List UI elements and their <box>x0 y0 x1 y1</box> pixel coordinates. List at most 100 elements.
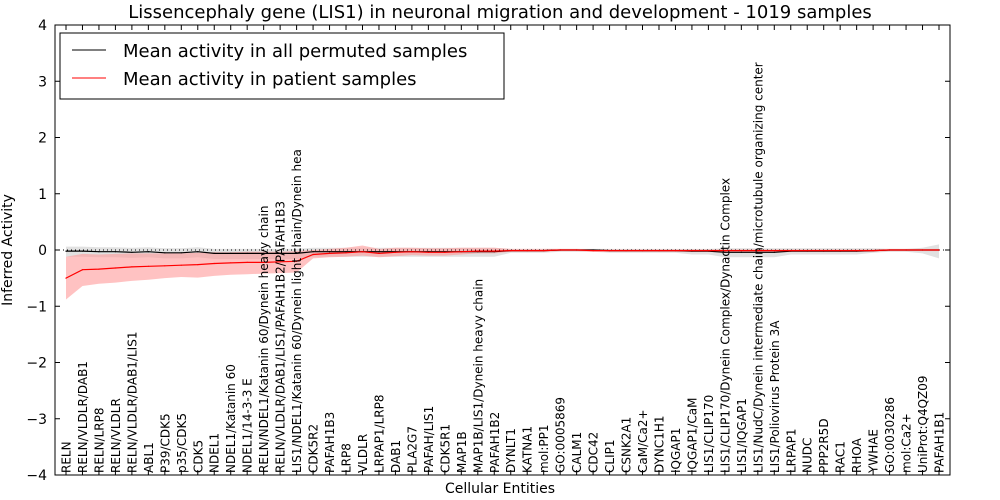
x-axis-label: Cellular Entities <box>445 481 555 497</box>
x-tick-label-41: LIS1/IQGAP1 <box>735 398 749 473</box>
x-tick-label-29: mol:PP1 <box>537 424 551 473</box>
x-tick-label-26: PAFAH1B2 <box>488 412 502 473</box>
y-tick-label-1: −3 <box>26 412 47 428</box>
x-tick-label-49: YWHAE <box>867 429 881 474</box>
point-permuted-11 <box>246 252 248 254</box>
point-patient-9 <box>213 262 215 265</box>
x-tick-label-53: PAFAH1B1 <box>933 412 947 473</box>
point-patient-28 <box>526 250 528 252</box>
x-tick-label-42: LIS1/NudC/Dynein intermediate chain/micr… <box>751 62 765 473</box>
legend: Mean activity in all permuted samples Me… <box>59 32 505 100</box>
x-tick-label-44: LRPAP1 <box>784 428 798 473</box>
point-patient-38 <box>691 250 693 252</box>
point-patient-6 <box>164 265 166 267</box>
point-patient-11 <box>246 261 248 263</box>
y-tick-label-0: −4 <box>26 468 47 484</box>
point-permuted-13 <box>279 252 281 254</box>
confidence-bands <box>66 244 939 300</box>
x-tick-label-22: PAFAH/LIS1 <box>422 406 436 473</box>
point-permuted-10 <box>230 252 232 254</box>
x-tick-label-13: RELN/VLDLR/DAB1/LIS1/PAFAH1B2/PAFAH1B3 <box>274 201 288 473</box>
point-patient-1 <box>81 269 84 271</box>
point-patient-12 <box>263 261 265 263</box>
y-tick-label-5: 1 <box>38 187 47 203</box>
point-permuted-41 <box>740 251 742 253</box>
point-patient-29 <box>543 250 545 252</box>
x-tick-label-12: RELN/NDEL1/Katanin 60/Dynein heavy chain <box>257 206 271 473</box>
point-patient-45 <box>806 250 808 252</box>
x-tick-label-2: RELN/LRP8 <box>92 407 106 473</box>
x-tick-label-24: MAP1B <box>455 431 469 473</box>
point-permuted-9 <box>213 252 215 254</box>
x-tick-label-3: RELN/VLDLR <box>109 398 123 473</box>
x-tick-label-43: LIS1/Poliovirus Protein 3A <box>768 320 782 473</box>
point-patient-10 <box>230 262 232 264</box>
point-patient-35 <box>641 250 644 252</box>
point-patient-48 <box>856 250 858 252</box>
x-tick-label-10: NDEL1/Katanin 60 <box>224 364 238 473</box>
point-patient-47 <box>839 250 841 252</box>
point-patient-16 <box>328 252 331 254</box>
legend-label-patient: Mean activity in patient samples <box>123 69 417 90</box>
x-tick-label-50: GO:0030286 <box>883 397 897 473</box>
point-permuted-5 <box>147 251 149 253</box>
point-patient-23 <box>444 251 446 253</box>
point-patient-37 <box>674 250 677 252</box>
point-patient-53 <box>938 249 940 251</box>
x-tick-label-31: CALM1 <box>570 432 584 473</box>
y-tick-label-6: 2 <box>38 131 47 147</box>
x-tick-label-32: CDC42 <box>587 432 601 473</box>
y-axis: −4 −3 −2 −1 0 1 2 3 4 <box>26 18 950 484</box>
x-tick-label-45: NUDC <box>801 438 815 473</box>
point-permuted-8 <box>197 251 199 253</box>
point-patient-25 <box>477 250 479 252</box>
x-tick-label-37: IQGAP1 <box>669 428 683 473</box>
x-tick-label-14: LIS1/NDEL1/Katanin 60/Dynein light chain… <box>290 149 304 473</box>
x-tick-label-5: ABL1 <box>142 442 156 473</box>
point-patient-51 <box>905 249 907 251</box>
x-tick-label-38: IQGAP1/CaM <box>685 398 699 474</box>
x-tick-label-48: RHOA <box>850 437 864 473</box>
x-tick-label-4: RELN/VLDLR/DAB1/LIS1 <box>125 332 139 473</box>
x-tick-label-30: GO:0005869 <box>554 397 568 473</box>
x-tick-label-52: UniProt:Q4QZ09 <box>916 375 930 473</box>
x-tick-label-7: p35/CDK5 <box>175 413 189 473</box>
x-tick-label-47: RAC1 <box>834 441 848 473</box>
point-patient-15 <box>312 253 314 256</box>
x-tick-label-40: LIS1/CLIP170/Dynein Complex/Dynactin Com… <box>718 178 732 473</box>
point-permuted-17 <box>345 251 347 253</box>
point-patient-49 <box>872 250 874 252</box>
band-patient <box>66 245 939 300</box>
x-tick-label-28: KATNA1 <box>521 426 535 473</box>
point-patient-43 <box>773 250 775 252</box>
point-patient-52 <box>921 249 924 251</box>
x-tick-label-20: DAB1 <box>389 440 403 473</box>
x-tick-label-39: LIS1/CLIP170 <box>702 395 716 473</box>
point-patient-40 <box>724 250 726 252</box>
x-tick-label-23: CDK5R1 <box>438 424 452 473</box>
point-patient-31 <box>576 249 578 251</box>
point-patient-3 <box>114 267 116 269</box>
point-patient-27 <box>510 250 512 252</box>
point-patient-36 <box>658 250 660 252</box>
point-patient-32 <box>592 250 594 252</box>
point-patient-17 <box>345 252 347 254</box>
point-permuted-7 <box>180 252 182 254</box>
x-tick-label-16: PAFAH1B3 <box>323 412 337 473</box>
y-tick-label-3: −1 <box>26 299 47 315</box>
x-tick-label-35: CaM/Ca2+ <box>636 409 650 473</box>
x-tick-label-19: LRPAP1/LRP8 <box>373 394 387 473</box>
x-tick-label-1: RELN/VLDLR/DAB1 <box>76 361 90 473</box>
y-tick-label-8: 4 <box>38 18 47 34</box>
point-permuted-14 <box>296 252 298 254</box>
x-tick-label-0: RELN <box>60 441 74 473</box>
point-patient-20 <box>394 251 396 253</box>
point-patient-24 <box>460 251 462 253</box>
series-lines <box>55 249 950 279</box>
point-patient-50 <box>889 249 891 251</box>
series-line-patient <box>65 249 939 279</box>
x-tick-label-9: NDEL1 <box>208 433 222 473</box>
point-permuted-19 <box>378 251 380 253</box>
point-permuted-15 <box>312 251 314 253</box>
